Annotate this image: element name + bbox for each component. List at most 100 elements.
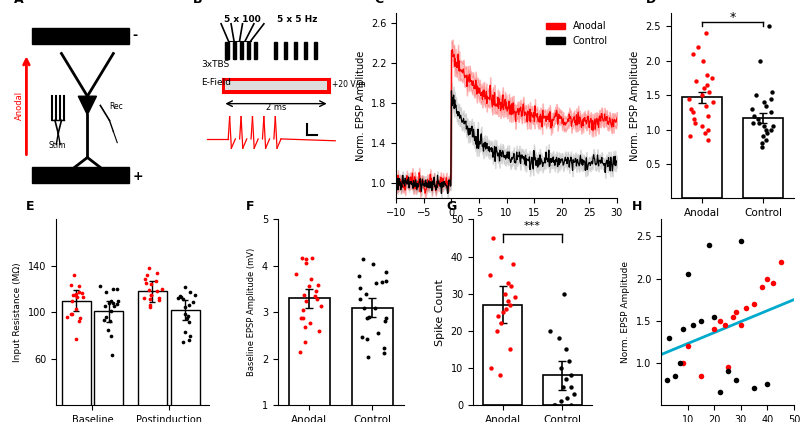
Point: [107, 299, 119, 306]
Point: [314, 302, 327, 309]
Point: [499, 290, 512, 297]
Point: [502, 279, 515, 286]
Point: [700, 71, 713, 78]
Point: [557, 383, 569, 390]
Y-axis label: Norm. EPSP Amplitude: Norm. EPSP Amplitude: [355, 50, 366, 161]
Point: [357, 256, 370, 262]
Point: [302, 283, 315, 290]
Point: [107, 286, 119, 292]
Point: [300, 298, 313, 304]
Y-axis label: Norm. EPSP Amplitude: Norm. EPSP Amplitude: [630, 50, 640, 161]
Bar: [240, 42, 243, 59]
Point: [774, 258, 787, 265]
Point: [484, 365, 497, 371]
Bar: [314, 42, 318, 59]
Point: [690, 78, 703, 85]
Point: [560, 376, 573, 382]
Point: [174, 294, 187, 300]
Point: [729, 376, 742, 383]
Point: [765, 109, 778, 116]
Point: [688, 119, 701, 126]
Point: [305, 276, 318, 282]
Point: [298, 339, 311, 346]
Point: [548, 402, 561, 408]
Point: [143, 265, 156, 271]
Point: [484, 272, 496, 279]
Point: [687, 109, 700, 116]
Point: [766, 88, 779, 95]
Bar: [95, 311, 124, 422]
Point: [713, 317, 726, 324]
Bar: [138, 291, 167, 422]
Point: [735, 237, 747, 244]
Point: [682, 343, 695, 349]
Point: [739, 305, 752, 311]
Point: [69, 292, 82, 298]
Point: [361, 336, 374, 343]
Bar: [304, 42, 307, 59]
Bar: [31, 167, 129, 183]
Bar: [233, 42, 236, 59]
Point: [553, 335, 565, 342]
Point: [565, 372, 577, 379]
Point: [187, 298, 200, 305]
Point: [103, 317, 116, 324]
Point: [721, 364, 734, 371]
Point: [140, 280, 152, 287]
Bar: [247, 42, 250, 59]
Bar: [543, 376, 581, 405]
Point: [362, 354, 375, 360]
Point: [151, 269, 164, 276]
Point: [379, 277, 392, 284]
Bar: [294, 42, 298, 59]
Point: [735, 322, 747, 328]
Point: [683, 95, 696, 102]
Text: D: D: [646, 0, 656, 6]
Point: [110, 286, 123, 292]
Point: [65, 282, 78, 289]
Point: [759, 136, 772, 143]
Bar: [352, 308, 393, 422]
Point: [504, 283, 517, 289]
Point: [565, 383, 577, 390]
Point: [179, 283, 192, 290]
Bar: [254, 42, 257, 59]
Point: [763, 23, 776, 30]
Point: [755, 140, 768, 147]
Point: [177, 295, 190, 302]
Point: [695, 123, 708, 130]
Point: [298, 292, 310, 298]
Point: [699, 130, 711, 136]
Bar: [289, 298, 330, 422]
Point: [299, 260, 312, 266]
Point: [376, 278, 389, 285]
Point: [310, 287, 322, 294]
Point: [151, 287, 164, 294]
Point: [701, 81, 714, 88]
Point: [303, 320, 316, 327]
Point: [509, 294, 522, 301]
Point: [702, 136, 715, 143]
Bar: [171, 310, 200, 422]
Point: [543, 327, 556, 334]
Point: [67, 272, 80, 279]
Bar: [225, 81, 327, 90]
Point: [70, 335, 83, 342]
Point: [144, 292, 157, 299]
Text: ***: ***: [525, 221, 541, 230]
Point: [108, 303, 121, 309]
Point: [759, 126, 772, 133]
Point: [69, 291, 82, 298]
Point: [721, 368, 734, 375]
Point: [703, 88, 715, 95]
X-axis label: Time (min): Time (min): [472, 224, 541, 234]
Point: [761, 275, 774, 282]
Y-axis label: Baseline EPSP Amplitude (mV): Baseline EPSP Amplitude (mV): [247, 248, 256, 376]
Bar: [31, 28, 129, 44]
Point: [378, 350, 391, 357]
Point: [746, 106, 759, 112]
Point: [67, 292, 79, 299]
Point: [143, 287, 156, 293]
Point: [94, 283, 107, 289]
Point: [353, 273, 366, 279]
